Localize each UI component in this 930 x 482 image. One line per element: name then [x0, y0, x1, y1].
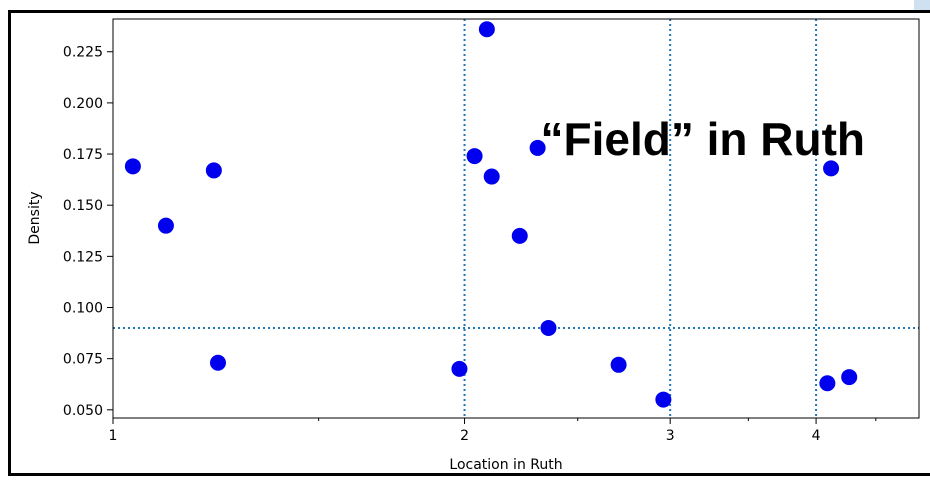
data-point-14: [819, 375, 836, 392]
slide-frame: [8, 10, 930, 476]
data-point-16: [841, 369, 858, 386]
y-tick-label: 0.175: [63, 147, 103, 163]
y-tick-label: 0.125: [63, 249, 103, 265]
y-tick-label: 0.100: [63, 301, 103, 317]
data-point-5: [451, 360, 468, 377]
x-tick-label-2: 2: [460, 428, 469, 444]
chart-annotation: “Field” in Ruth: [540, 113, 865, 165]
x-tick-label-3: 3: [666, 428, 675, 444]
data-point-3: [205, 162, 222, 179]
data-point-11: [540, 319, 557, 336]
data-point-2: [157, 217, 174, 234]
plot-area: [112, 18, 920, 419]
data-point-9: [511, 227, 528, 244]
y-tick-label: 0.075: [63, 352, 103, 368]
data-points: [124, 21, 858, 408]
data-point-7: [478, 21, 495, 38]
x-axis-title: Location in Ruth: [449, 457, 562, 473]
x-axis: 1 2 3 4: [109, 418, 877, 444]
y-tick-label: 0.150: [63, 198, 103, 214]
x-tick-label-1: 1: [109, 428, 118, 444]
reference-lines: [113, 19, 919, 418]
y-tick-label: 0.225: [63, 45, 103, 61]
y-axis: 0.050 0.075 0.100 0.125 0.150 0.175 0.200 0.225: [63, 45, 113, 419]
data-point-4: [209, 354, 226, 371]
data-point-12: [610, 356, 627, 373]
data-point-15: [823, 160, 840, 177]
data-point-6: [466, 148, 483, 165]
data-point-13: [655, 391, 672, 408]
y-axis-title: Density: [27, 191, 43, 244]
y-tick-label: 0.200: [63, 96, 103, 112]
data-point-8: [483, 168, 500, 185]
data-point-1: [124, 158, 141, 175]
y-tick-label: 0.050: [63, 403, 103, 419]
data-point-10: [529, 139, 546, 156]
x-tick-label-4: 4: [812, 428, 821, 444]
